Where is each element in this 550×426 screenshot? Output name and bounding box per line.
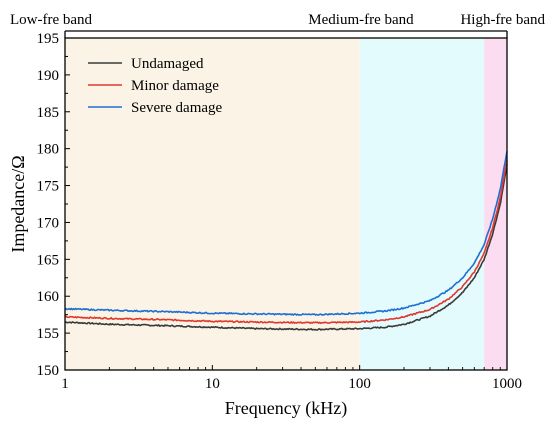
y-tick-label: 195 [37, 31, 60, 47]
legend: Undamaged Minor damage Severe damage [88, 56, 223, 116]
legend-entry: Undamaged [131, 56, 204, 72]
legend-entry: Minor damage [131, 78, 219, 94]
x-tick-label: 100 [348, 376, 371, 392]
y-tick-label: 180 [37, 142, 60, 158]
x-tick-label: 1 [61, 376, 69, 392]
band-region [359, 38, 485, 370]
band-label: Medium-fre band [308, 12, 414, 28]
series-line-2 [64, 159, 508, 325]
band-label: Low-fre band [10, 12, 93, 28]
y-tick-label: 185 [37, 105, 60, 121]
x-axis-title: Frequency (kHz) [225, 398, 347, 419]
frequency-bands: Low-fre band Medium-fre band High-fre band [10, 12, 545, 370]
axes: 150 155 160 165 170 175 180 185 190 195 1 10 100 1000… [8, 30, 522, 419]
y-tick-label: 175 [37, 179, 60, 195]
y-tick-label: 150 [37, 363, 60, 379]
band-region [484, 38, 507, 370]
x-tick-label: 10 [205, 376, 220, 392]
x-tick-label: 1000 [492, 376, 522, 392]
y-tick-label: 170 [37, 215, 60, 231]
series-line-3 [64, 151, 508, 316]
y-tick-label: 190 [37, 68, 60, 84]
band-label: High-fre band [460, 12, 545, 28]
legend-entry: Severe damage [131, 100, 223, 116]
series-lines [64, 151, 508, 331]
y-tick-label: 165 [37, 252, 60, 268]
series-line-1 [64, 164, 508, 331]
y-axis-title: Impedance/Ω [8, 155, 28, 252]
y-tick-label: 155 [37, 326, 60, 342]
y-tick-label: 160 [37, 289, 60, 305]
